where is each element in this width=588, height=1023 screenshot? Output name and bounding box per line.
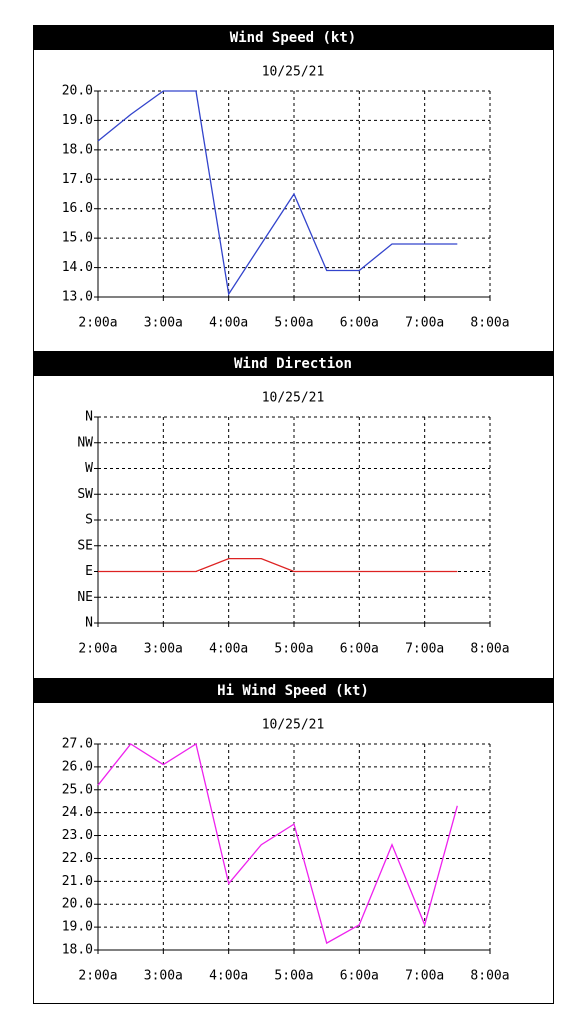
y-tick-label: 17.0 — [62, 172, 93, 187]
x-tick-label: 8:00a — [470, 642, 509, 657]
y-tick-label: 16.0 — [62, 201, 93, 216]
y-tick-label: 13.0 — [62, 290, 93, 305]
y-tick-label: 23.0 — [62, 828, 93, 843]
x-tick-label: 5:00a — [274, 642, 313, 657]
x-tick-label: 2:00a — [78, 316, 117, 331]
x-tick-label: 7:00a — [405, 316, 444, 331]
x-tick-label: 4:00a — [209, 316, 248, 331]
y-tick-label: 20.0 — [62, 84, 93, 99]
chart-subtitle: 10/25/21 — [262, 718, 325, 733]
x-tick-label: 6:00a — [340, 969, 379, 984]
x-tick-label: 4:00a — [209, 642, 248, 657]
y-tick-label: 19.0 — [62, 920, 93, 935]
y-tick-label: 19.0 — [62, 113, 93, 128]
data-line — [98, 557, 458, 573]
x-tick-label: 8:00a — [470, 316, 509, 331]
chart-title: Wind Direction — [234, 356, 352, 372]
x-tick-label: 3:00a — [144, 316, 183, 331]
y-tick-label: 18.0 — [62, 943, 93, 958]
y-tick-label: N — [85, 616, 93, 631]
data-line — [97, 90, 458, 296]
y-tick-label: N — [85, 410, 93, 425]
x-tick-label: 7:00a — [405, 969, 444, 984]
y-tick-label: 18.0 — [62, 142, 93, 157]
y-tick-label: 15.0 — [62, 231, 93, 246]
y-tick-label: 21.0 — [62, 874, 93, 889]
y-tick-label: SE — [77, 538, 93, 553]
y-tick-label: 22.0 — [62, 851, 93, 866]
chart-title: Wind Speed (kt) — [230, 30, 356, 46]
header-bar — [33, 678, 554, 703]
x-tick-label: 3:00a — [144, 642, 183, 657]
data-line — [97, 742, 458, 945]
y-tick-label: 27.0 — [62, 737, 93, 752]
x-tick-label: 5:00a — [274, 316, 313, 331]
x-tick-label: 6:00a — [340, 316, 379, 331]
chart-title: Hi Wind Speed (kt) — [217, 683, 369, 699]
y-tick-label: NW — [77, 435, 93, 450]
x-tick-label: 7:00a — [405, 642, 444, 657]
y-tick-label: 24.0 — [62, 805, 93, 820]
x-tick-label: 5:00a — [274, 969, 313, 984]
y-tick-label: 14.0 — [62, 260, 93, 275]
x-tick-label: 3:00a — [144, 969, 183, 984]
y-tick-label: W — [85, 461, 93, 476]
y-tick-label: 26.0 — [62, 759, 93, 774]
x-tick-label: 2:00a — [78, 969, 117, 984]
x-tick-label: 2:00a — [78, 642, 117, 657]
header-bar — [33, 25, 554, 50]
y-tick-label: S — [85, 513, 93, 528]
header-bar — [33, 351, 554, 376]
chart-subtitle: 10/25/21 — [262, 65, 325, 80]
x-tick-label: 4:00a — [209, 969, 248, 984]
y-tick-label: E — [85, 564, 93, 579]
y-tick-label: SW — [77, 487, 93, 502]
x-tick-label: 6:00a — [340, 642, 379, 657]
x-tick-label: 8:00a — [470, 969, 509, 984]
y-tick-label: 25.0 — [62, 782, 93, 797]
y-tick-label: NE — [77, 590, 93, 605]
y-tick-label: 20.0 — [62, 897, 93, 912]
chart-subtitle: 10/25/21 — [262, 391, 325, 406]
